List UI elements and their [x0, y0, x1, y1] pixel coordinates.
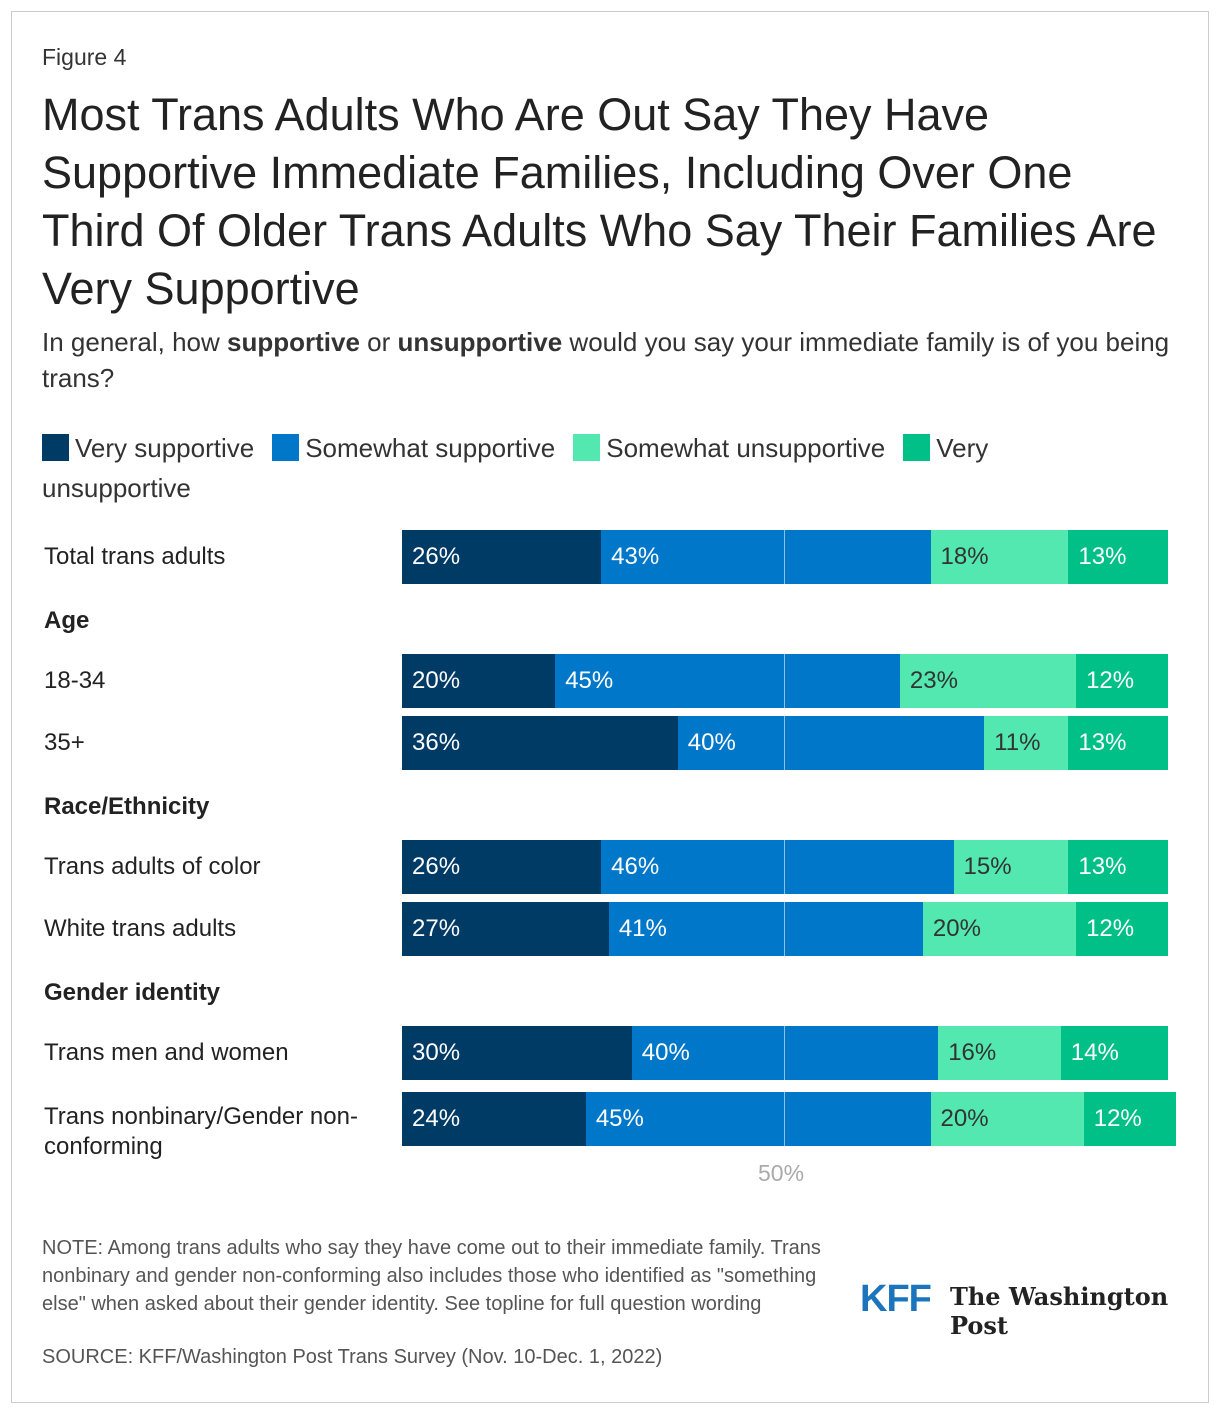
bar-segment-somewhat-unsupportive: 23%	[899, 654, 1077, 708]
bar-segment-somewhat-unsupportive: 18%	[930, 530, 1069, 584]
chart-title: Most Trans Adults Who Are Out Say They H…	[42, 89, 1157, 314]
bar-segment-somewhat-unsupportive: 20%	[930, 1092, 1084, 1146]
bar-segment-very-unsupportive: 12%	[1083, 1092, 1176, 1146]
bar-segment-somewhat-unsupportive: 15%	[953, 840, 1069, 894]
bar-segment-very-supportive: 36%	[402, 716, 678, 770]
row-label: 18-34	[44, 667, 106, 694]
group-header: Race/Ethnicity	[44, 793, 210, 820]
chart-note: NOTE: Among trans adults who say they ha…	[42, 1237, 821, 1315]
legend-item: Very unsupportive	[42, 433, 988, 503]
legend-item: Somewhat unsupportive	[573, 433, 885, 463]
figure-frame	[11, 11, 1209, 1403]
row-label: Total trans adults	[44, 543, 226, 570]
bar-segment-very-supportive: 24%	[402, 1092, 586, 1146]
kff-logo: KFF	[860, 1278, 932, 1320]
bar-segment-very-supportive: 26%	[402, 530, 602, 584]
legend-label: Very unsupportive	[42, 433, 989, 503]
subtitle-bold: supportive	[227, 327, 360, 357]
subtitle-text: or	[359, 327, 398, 357]
row-label: Trans men and women	[44, 1039, 289, 1066]
bar-segment-very-supportive: 26%	[402, 840, 602, 894]
legend: Very supportive Somewhat supportive Somewh…	[42, 428, 1102, 508]
bar-segment-somewhat-supportive: 41%	[608, 902, 923, 956]
legend-swatch	[272, 434, 300, 461]
legend-swatch	[573, 434, 601, 461]
legend-label: Somewhat unsupportive	[606, 433, 886, 463]
row-label: Trans nonbinary/Gender non-conforming	[44, 1103, 358, 1160]
chart-subtitle: In general, how supportive or unsupporti…	[42, 324, 1172, 396]
bar-segment-very-unsupportive: 12%	[1076, 654, 1168, 708]
subtitle-text: In general, how	[42, 327, 228, 357]
bar-segment-very-unsupportive: 13%	[1068, 840, 1168, 894]
reference-line-50	[784, 530, 785, 1146]
legend-swatch	[42, 434, 69, 461]
bar-segment-somewhat-supportive: 43%	[601, 530, 931, 584]
bar-segment-very-supportive: 30%	[402, 1026, 632, 1080]
bar-segment-somewhat-unsupportive: 11%	[984, 716, 1069, 770]
bar-segment-somewhat-supportive: 40%	[677, 716, 985, 770]
subtitle-text: would you say your immediate family is o…	[42, 327, 1170, 393]
washington-post-logo: The Washington Post	[950, 1282, 1169, 1340]
bar-segment-very-unsupportive: 13%	[1068, 530, 1168, 584]
legend-item: Very supportive	[42, 433, 254, 463]
bar-segment-somewhat-unsupportive: 16%	[938, 1026, 1061, 1080]
bar-segment-somewhat-supportive: 46%	[601, 840, 954, 894]
bar-segment-very-supportive: 27%	[402, 902, 609, 956]
bar-segment-very-supportive: 20%	[402, 654, 556, 708]
reference-line-label: 50%	[758, 1160, 805, 1186]
bar-segment-somewhat-supportive: 45%	[555, 654, 900, 708]
group-header: Gender identity	[44, 979, 221, 1006]
row-label: White trans adults	[44, 915, 237, 942]
legend-item: Somewhat supportive	[272, 433, 555, 463]
subtitle-bold: unsupportive	[397, 327, 563, 357]
legend-swatch	[903, 434, 931, 461]
row-label: Trans adults of color	[44, 853, 261, 880]
figure-label: Figure 4	[42, 44, 127, 70]
legend-label: Very supportive	[75, 433, 255, 463]
chart-source: SOURCE: KFF/Washington Post Trans Survey…	[42, 1346, 663, 1368]
bar-segment-somewhat-unsupportive: 20%	[922, 902, 1077, 956]
bar-segment-very-unsupportive: 13%	[1068, 716, 1168, 770]
bar-segment-very-unsupportive: 12%	[1076, 902, 1168, 956]
row-label: 35+	[44, 729, 85, 756]
legend-label: Somewhat supportive	[305, 433, 556, 463]
bar-segment-somewhat-supportive: 45%	[585, 1092, 931, 1146]
group-header: Age	[44, 607, 90, 634]
bar-segment-very-unsupportive: 14%	[1060, 1026, 1168, 1080]
